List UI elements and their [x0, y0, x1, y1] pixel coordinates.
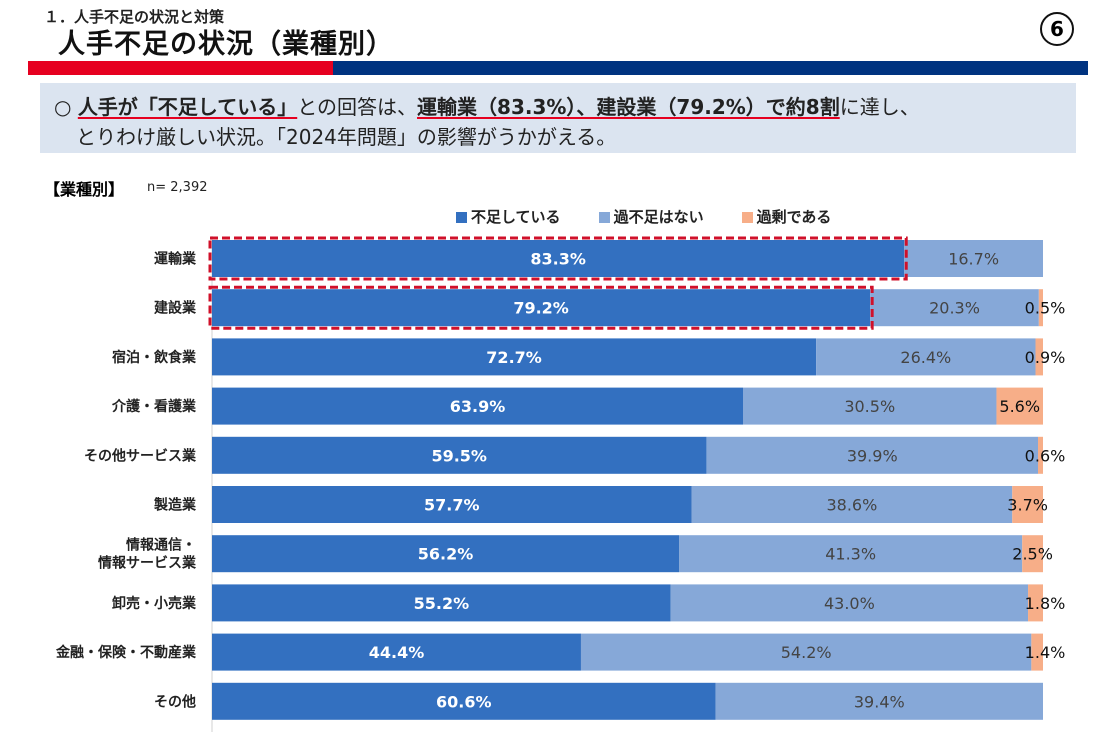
data-label: 72.7%	[486, 348, 542, 367]
chart-legend: 不足している 過不足はない 過剰である	[456, 206, 831, 227]
data-label: 60.6%	[436, 692, 492, 711]
data-label: 0.9%	[1025, 348, 1066, 367]
data-label: 57.7%	[424, 496, 480, 515]
data-label: 0.5%	[1025, 299, 1066, 318]
legend-label: 不足している	[471, 208, 561, 226]
data-label: 39.9%	[847, 446, 898, 465]
bar-segment-adequate	[580, 633, 1032, 671]
category-label: 卸売・小売業	[112, 595, 197, 612]
data-label: 5.6%	[999, 397, 1040, 416]
data-label: 63.9%	[450, 397, 506, 416]
bar-segment-shortage	[212, 633, 581, 671]
category-label: その他	[154, 693, 196, 710]
legend-swatch	[456, 212, 467, 223]
legend-item: 不足している	[456, 206, 561, 227]
bar-segment-surplus	[1031, 633, 1043, 671]
highlight-box	[208, 236, 908, 281]
category-label: 運輸業	[154, 251, 197, 268]
data-label: 43.0%	[824, 594, 875, 613]
category-label: 介護・看護業	[111, 398, 197, 415]
bar-segment-shortage	[212, 584, 671, 622]
data-label: 79.2%	[513, 299, 569, 318]
data-label: 26.4%	[900, 348, 951, 367]
bar-segment-adequate	[904, 240, 1043, 277]
data-label: 83.3%	[530, 250, 586, 269]
summary-emphasis-2: 運輸業（83.3%）、建設業（79.2%）で約8割	[417, 95, 840, 119]
summary-text: に達し、	[839, 95, 920, 119]
bar-segment-shortage	[212, 535, 680, 573]
data-label: 55.2%	[414, 594, 470, 613]
bar-segment-shortage	[212, 387, 744, 425]
legend-label: 過剰である	[756, 208, 832, 226]
bar-segment-surplus	[1038, 436, 1043, 474]
legend-item: 過剰である	[741, 206, 832, 227]
category-label: 宿泊・飲食業	[112, 349, 197, 366]
category-label: 情報通信・	[126, 537, 196, 554]
page-number: 6	[1040, 12, 1074, 46]
accent-bar-red	[28, 61, 333, 75]
bar-segment-shortage	[212, 338, 817, 376]
data-label: 1.8%	[1025, 594, 1066, 613]
bar-segment-surplus	[1022, 535, 1043, 573]
bar-segment-adequate	[743, 387, 997, 425]
data-label: 41.3%	[825, 545, 876, 564]
bar-segment-adequate	[816, 338, 1036, 376]
bar-segment-shortage	[212, 486, 692, 523]
category-label: 情報サービス業	[98, 555, 197, 572]
accent-bar-navy	[333, 61, 1088, 75]
category-label: 金融・保険・不動産業	[55, 644, 197, 661]
data-label: 44.4%	[369, 643, 425, 662]
legend-swatch	[598, 212, 610, 223]
summary-line-2: とりわけ厳しい状況。「2024年問題」の影響がうかがえる。	[76, 125, 617, 149]
data-label: 38.6%	[826, 496, 877, 515]
sample-size: n= 2,392	[147, 180, 208, 195]
legend-item: 過不足はない	[598, 206, 704, 227]
data-label: 0.6%	[1025, 446, 1066, 465]
category-label: その他サービス業	[84, 447, 197, 464]
summary-box: ○ 人手が「不足している」との回答は、運輸業（83.3%）、建設業（79.2%）…	[40, 83, 1076, 153]
data-label: 39.4%	[854, 692, 905, 711]
category-label: 建設業	[154, 300, 197, 317]
bar-segment-adequate	[870, 289, 1039, 327]
summary-emphasis-1: 人手が「不足している」	[77, 95, 298, 119]
bar-segment-adequate	[715, 682, 1043, 720]
bar-segment-surplus	[1028, 584, 1043, 622]
bar-segment-surplus	[1038, 289, 1043, 327]
data-label: 56.2%	[418, 545, 474, 564]
data-label: 3.7%	[1007, 496, 1048, 515]
bar-segment-adequate	[679, 535, 1023, 573]
bar-segment-shortage	[212, 289, 871, 327]
bar-segment-shortage	[212, 240, 905, 277]
bullet: ○	[54, 95, 78, 119]
data-label: 16.7%	[948, 250, 999, 269]
bar-segment-shortage	[212, 682, 716, 720]
data-label: 1.4%	[1025, 643, 1066, 662]
bar-segment-surplus	[1035, 338, 1043, 376]
section-label: 【業種別】	[44, 180, 125, 199]
page-title: 人手不足の状況（業種別）	[58, 29, 394, 60]
bar-segment-shortage	[212, 436, 707, 474]
bar-segment-surplus	[996, 387, 1043, 425]
data-label: 30.5%	[844, 397, 895, 416]
bar-segment-adequate	[670, 584, 1029, 622]
data-label: 20.3%	[929, 299, 980, 318]
legend-label: 過不足はない	[613, 208, 704, 226]
data-label: 59.5%	[431, 446, 487, 465]
data-label: 2.5%	[1012, 545, 1053, 564]
highlight-box	[208, 285, 874, 330]
summary-line-1: ○ 人手が「不足している」との回答は、運輸業（83.3%）、建設業（79.2%）…	[54, 91, 920, 120]
legend-swatch	[741, 212, 753, 223]
section-heading: １．人手不足の状況と対策	[44, 8, 225, 26]
bar-segment-adequate	[691, 486, 1013, 523]
summary-text: との回答は、	[297, 95, 418, 119]
bar-segment-adequate	[706, 436, 1039, 474]
category-label: 製造業	[153, 497, 197, 514]
data-label: 54.2%	[781, 643, 832, 662]
bar-segment-surplus	[1012, 486, 1043, 523]
